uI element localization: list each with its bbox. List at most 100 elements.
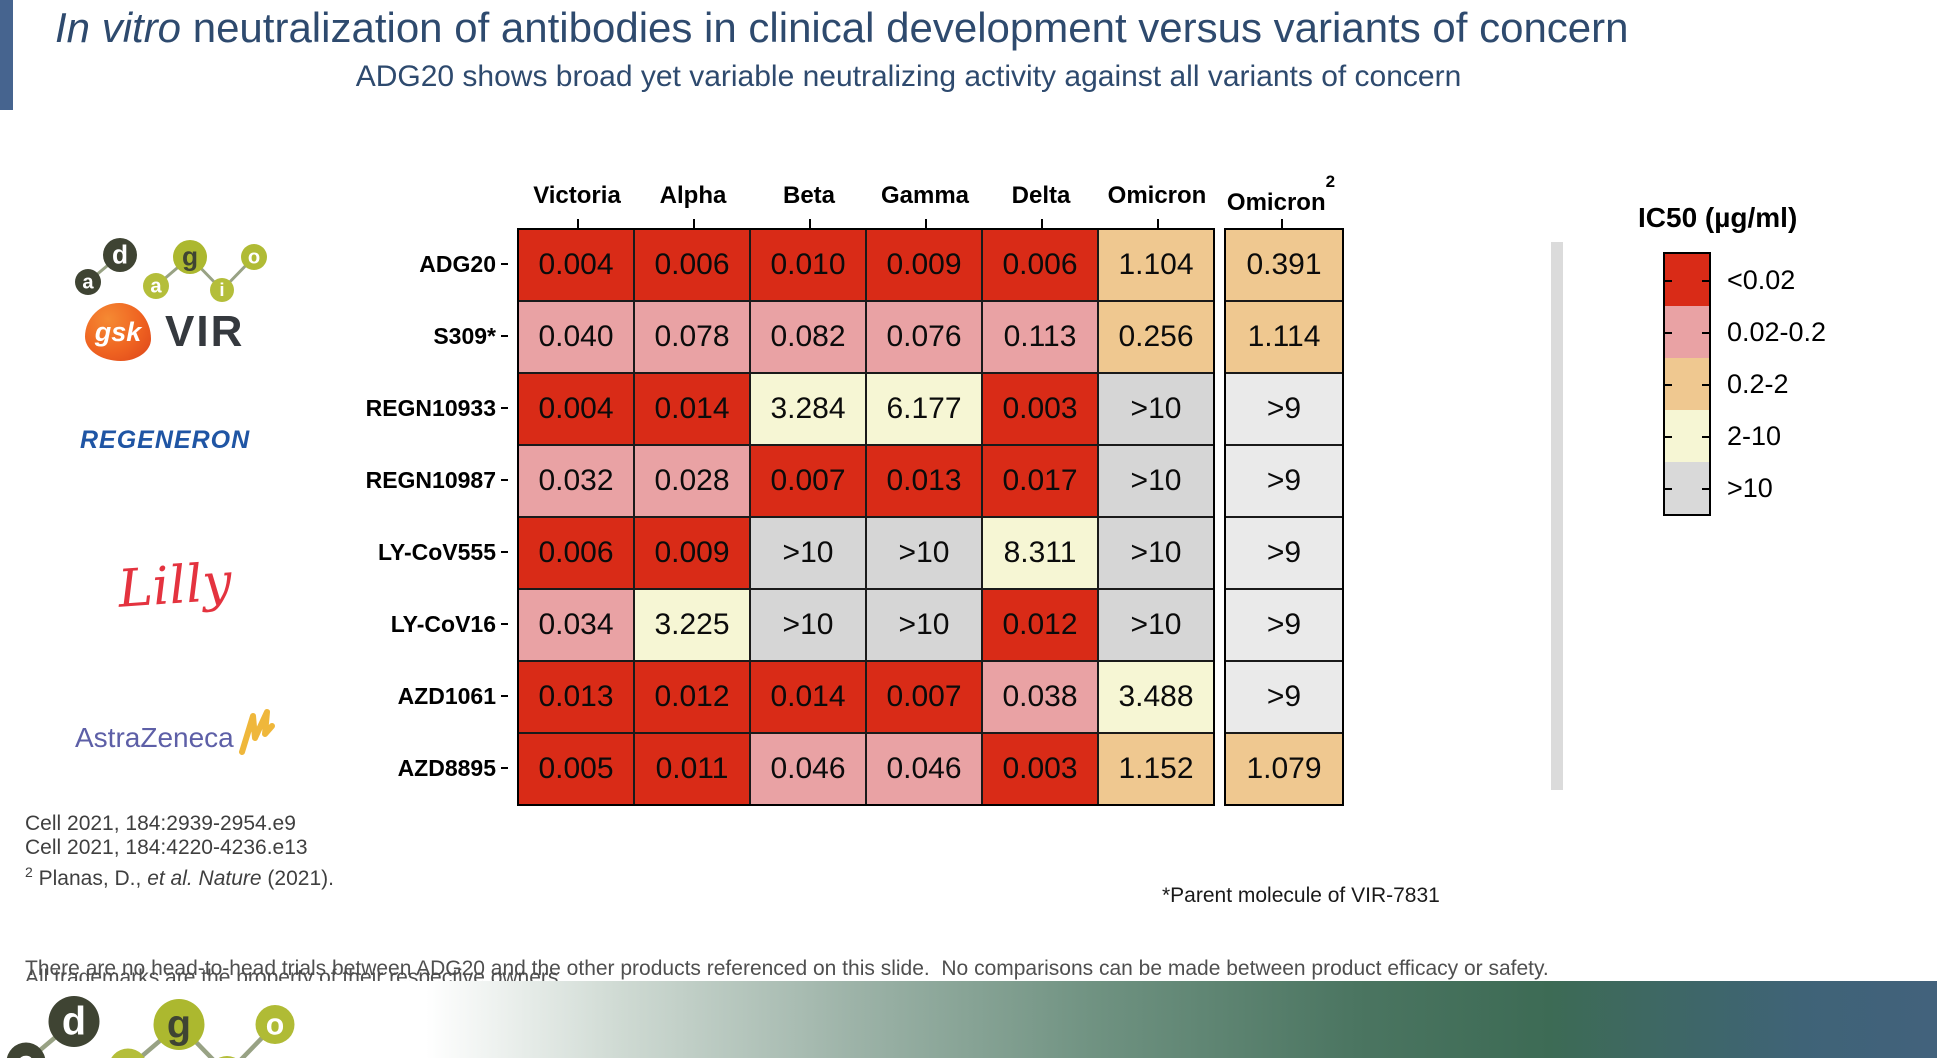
heatmap-cell: 0.256 xyxy=(1099,302,1213,372)
heatmap-cell: >10 xyxy=(751,590,865,660)
heatmap-row-labels: ADG20 S309* REGN10933 REGN10987 LY-CoV555 LY-… xyxy=(260,228,508,804)
heatmap-cell: 1.152 xyxy=(1099,734,1213,804)
svg-text:d: d xyxy=(112,240,128,270)
heatmap-cell: 0.046 xyxy=(867,734,981,804)
legend-swatch xyxy=(1665,358,1709,410)
heatmap-cell: 0.009 xyxy=(867,230,981,300)
heatmap-cell: 0.014 xyxy=(635,374,749,444)
gsk-logo: gsk xyxy=(85,303,151,361)
heatmap-cell: >9 xyxy=(1226,518,1342,588)
row-label-regn10933: REGN10933 xyxy=(260,372,508,444)
divider-strip xyxy=(1551,242,1563,790)
legend-label: >10 xyxy=(1727,473,1773,503)
svg-text:o: o xyxy=(266,1008,284,1041)
title-accent-bar xyxy=(0,0,13,110)
heatmap-omicron2-column: 0.391 1.114 >9 >9 >9 >9 >9 1.079 xyxy=(1224,228,1344,806)
heatmap-cell: >10 xyxy=(1099,518,1213,588)
heatmap-cell: 0.006 xyxy=(983,230,1097,300)
heatmap-cell: >10 xyxy=(867,518,981,588)
heatmap-cell: 0.014 xyxy=(751,662,865,732)
svg-text:a: a xyxy=(150,276,162,298)
heatmap-cell: 1.104 xyxy=(1099,230,1213,300)
row-label-regn10987: REGN10987 xyxy=(260,444,508,516)
heatmap-cell: 3.488 xyxy=(1099,662,1213,732)
legend-label: <0.02 xyxy=(1727,265,1796,295)
heatmap-cell: >10 xyxy=(1099,446,1213,516)
heatmap-cell: >9 xyxy=(1226,374,1342,444)
heatmap-cell: >9 xyxy=(1226,662,1342,732)
heatmap-cell: 0.046 xyxy=(751,734,865,804)
heatmap-cell: 6.177 xyxy=(867,374,981,444)
legend-label: 0.02-0.2 xyxy=(1727,317,1827,347)
legend-swatch xyxy=(1665,462,1709,514)
heatmap-cell: 0.013 xyxy=(519,662,633,732)
svg-text:a: a xyxy=(120,1052,137,1058)
heatmap-grid: 0.004 0.006 0.010 0.009 0.006 1.104 0.040 0.078… xyxy=(517,228,1215,806)
heatmap-cell: 0.078 xyxy=(635,302,749,372)
heatmap-cell: 0.011 xyxy=(635,734,749,804)
heatmap-cell: 0.003 xyxy=(983,734,1097,804)
column-header-omicron: Omicron xyxy=(1099,178,1215,228)
heatmap-cell: 0.006 xyxy=(519,518,633,588)
heatmap-cell: 0.004 xyxy=(519,374,633,444)
column-header-omicron2: Omicron2 xyxy=(1223,172,1339,228)
row-label-azd8895: AZD8895 xyxy=(260,732,508,804)
heatmap-cell: 1.079 xyxy=(1226,734,1342,804)
legend-swatch xyxy=(1665,254,1709,306)
svg-text:d: d xyxy=(62,999,86,1043)
legend-swatch xyxy=(1665,306,1709,358)
svg-text:g: g xyxy=(167,1002,191,1046)
heatmap-cell: 0.013 xyxy=(867,446,981,516)
heatmap-cell: 0.012 xyxy=(983,590,1097,660)
citation-superscript: 2 xyxy=(25,864,33,880)
heatmap-cell: 0.006 xyxy=(635,230,749,300)
astrazeneca-wordmark: AstraZeneca xyxy=(75,722,234,753)
column-header-delta: Delta xyxy=(983,178,1099,228)
heatmap-cell: 0.082 xyxy=(751,302,865,372)
column-header-beta: Beta xyxy=(751,178,867,228)
heatmap-cell: 0.007 xyxy=(867,662,981,732)
parent-molecule-note: *Parent molecule of VIR-7831 xyxy=(1162,884,1440,907)
gsk-vir-logo: gsk VIR xyxy=(85,303,244,361)
heatmap-cell: 3.225 xyxy=(635,590,749,660)
heatmap-cell: 0.017 xyxy=(983,446,1097,516)
heatmap-cell: 0.005 xyxy=(519,734,633,804)
heatmap-cell: >10 xyxy=(867,590,981,660)
svg-text:a: a xyxy=(82,272,94,294)
heatmap-cell: 1.114 xyxy=(1226,302,1342,372)
title-rest-part: neutralization of antibodies in clinical… xyxy=(181,4,1629,51)
heatmap-cell: >10 xyxy=(751,518,865,588)
citation-line-1: Cell 2021, 184:2939-2954.e9 xyxy=(25,812,296,835)
row-label-adg20: ADG20 xyxy=(260,228,508,300)
footer-gradient-bar xyxy=(0,981,1937,1058)
heatmap-cell: 0.391 xyxy=(1226,230,1342,300)
heatmap-cell: 0.034 xyxy=(519,590,633,660)
page-subtitle: ADG20 shows broad yet variable neutraliz… xyxy=(355,60,1462,93)
column-header-gamma: Gamma xyxy=(867,178,983,228)
lilly-logo: Lilly xyxy=(116,552,234,620)
heatmap-cell: 0.007 xyxy=(751,446,865,516)
vir-logo: VIR xyxy=(165,307,245,356)
svg-text:o: o xyxy=(248,247,260,269)
row-label-azd1061: AZD1061 xyxy=(260,660,508,732)
astrazeneca-logo: AstraZeneca xyxy=(75,708,276,760)
legend-labels: <0.02 0.02-0.2 0.2-2 2-10 >10 xyxy=(1727,254,1826,514)
heatmap-cell: >9 xyxy=(1226,446,1342,516)
disclaimer-line-1: There are no head-to-head trials between… xyxy=(25,957,1549,980)
heatmap-column-headers: Victoria Alpha Beta Gamma Delta Omicron Omicro… xyxy=(519,172,1339,228)
heatmap-cell: 3.284 xyxy=(751,374,865,444)
svg-text:a: a xyxy=(18,1046,35,1058)
heatmap-cell: 0.040 xyxy=(519,302,633,372)
heatmap-cell: 0.012 xyxy=(635,662,749,732)
heatmap-cell: 0.010 xyxy=(751,230,865,300)
heatmap-cell: >10 xyxy=(1099,374,1213,444)
heatmap-cell: 0.076 xyxy=(867,302,981,372)
column-header-alpha: Alpha xyxy=(635,178,751,228)
heatmap-cell: 0.009 xyxy=(635,518,749,588)
row-label-ly-cov16: LY-CoV16 xyxy=(260,588,508,660)
legend-title: IC50 (µg/ml) xyxy=(1638,202,1798,233)
heatmap-cell: >10 xyxy=(1099,590,1213,660)
